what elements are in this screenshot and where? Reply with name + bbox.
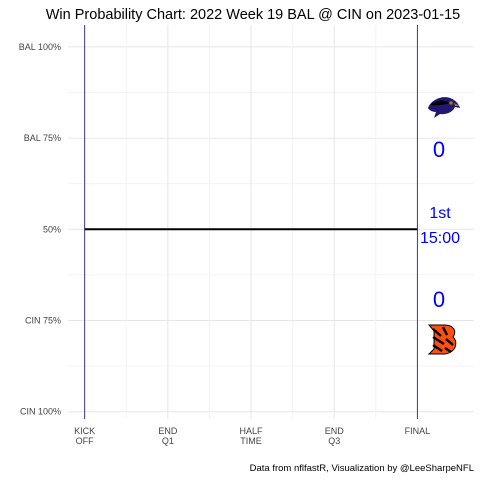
y-tick-label-1: BAL 75% [24, 133, 61, 143]
x-tick-label-2: HALF TIME [240, 426, 264, 446]
x-tick-label-1: END Q1 [158, 426, 178, 446]
grid-lines [68, 25, 474, 419]
quarter-label: 1st [429, 205, 451, 222]
x-tick-label-3: END Q3 [325, 426, 345, 446]
clock-label: 15:00 [420, 230, 460, 247]
x-tick-label-0: KICK OFF [74, 426, 95, 446]
x-tick-labels: KICK OFF END Q1 HALF TIME END Q3 FINAL [74, 426, 430, 446]
chart-title: Win Probability Chart: 2022 Week 19 BAL … [46, 7, 461, 23]
y-tick-labels: BAL 100% BAL 75% 50% CIN 75% CIN 100% [19, 42, 61, 417]
period-vlines [84, 25, 418, 419]
home-score: 0 [433, 287, 445, 312]
y-tick-label-4: CIN 100% [20, 407, 61, 417]
bengals-logo-icon [427, 324, 457, 355]
x-tick-label-4: FINAL [405, 426, 431, 436]
y-tick-label-3: CIN 75% [25, 316, 61, 326]
y-tick-label-2: 50% [43, 224, 61, 234]
y-tick-label-0: BAL 100% [19, 42, 61, 52]
chart-caption: Data from nflfastR, Visualization by @Le… [250, 463, 474, 474]
away-score: 0 [433, 137, 445, 162]
ravens-logo-icon [428, 97, 460, 118]
